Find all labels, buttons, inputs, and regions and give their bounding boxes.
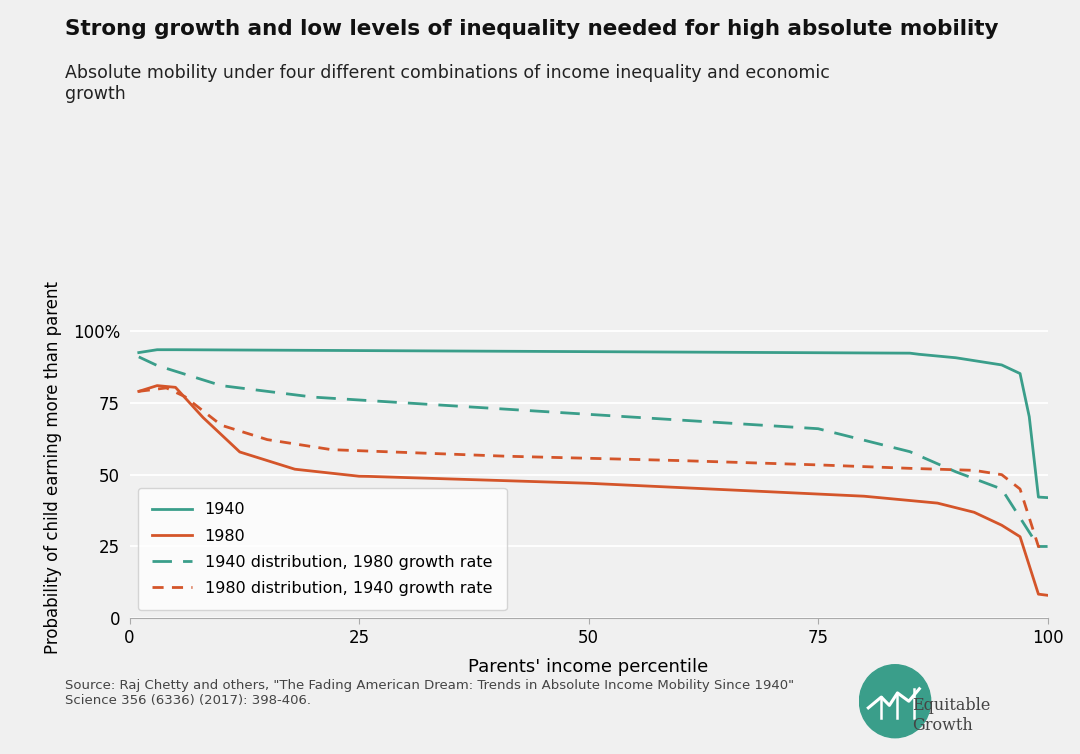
Y-axis label: Probability of child earning more than parent: Probability of child earning more than p…: [43, 281, 62, 654]
X-axis label: Parents' income percentile: Parents' income percentile: [469, 657, 708, 676]
Text: Absolute mobility under four different combinations of income inequality and eco: Absolute mobility under four different c…: [65, 64, 829, 103]
Circle shape: [860, 665, 931, 737]
Legend: 1940, 1980, 1940 distribution, 1980 growth rate, 1980 distribution, 1940 growth : 1940, 1980, 1940 distribution, 1980 grow…: [137, 488, 507, 610]
Text: Equitable
Growth: Equitable Growth: [913, 697, 991, 734]
Text: Strong growth and low levels of inequality needed for high absolute mobility: Strong growth and low levels of inequali…: [65, 19, 998, 39]
Text: Source: Raj Chetty and others, "The Fading American Dream: Trends in Absolute In: Source: Raj Chetty and others, "The Fadi…: [65, 679, 794, 706]
